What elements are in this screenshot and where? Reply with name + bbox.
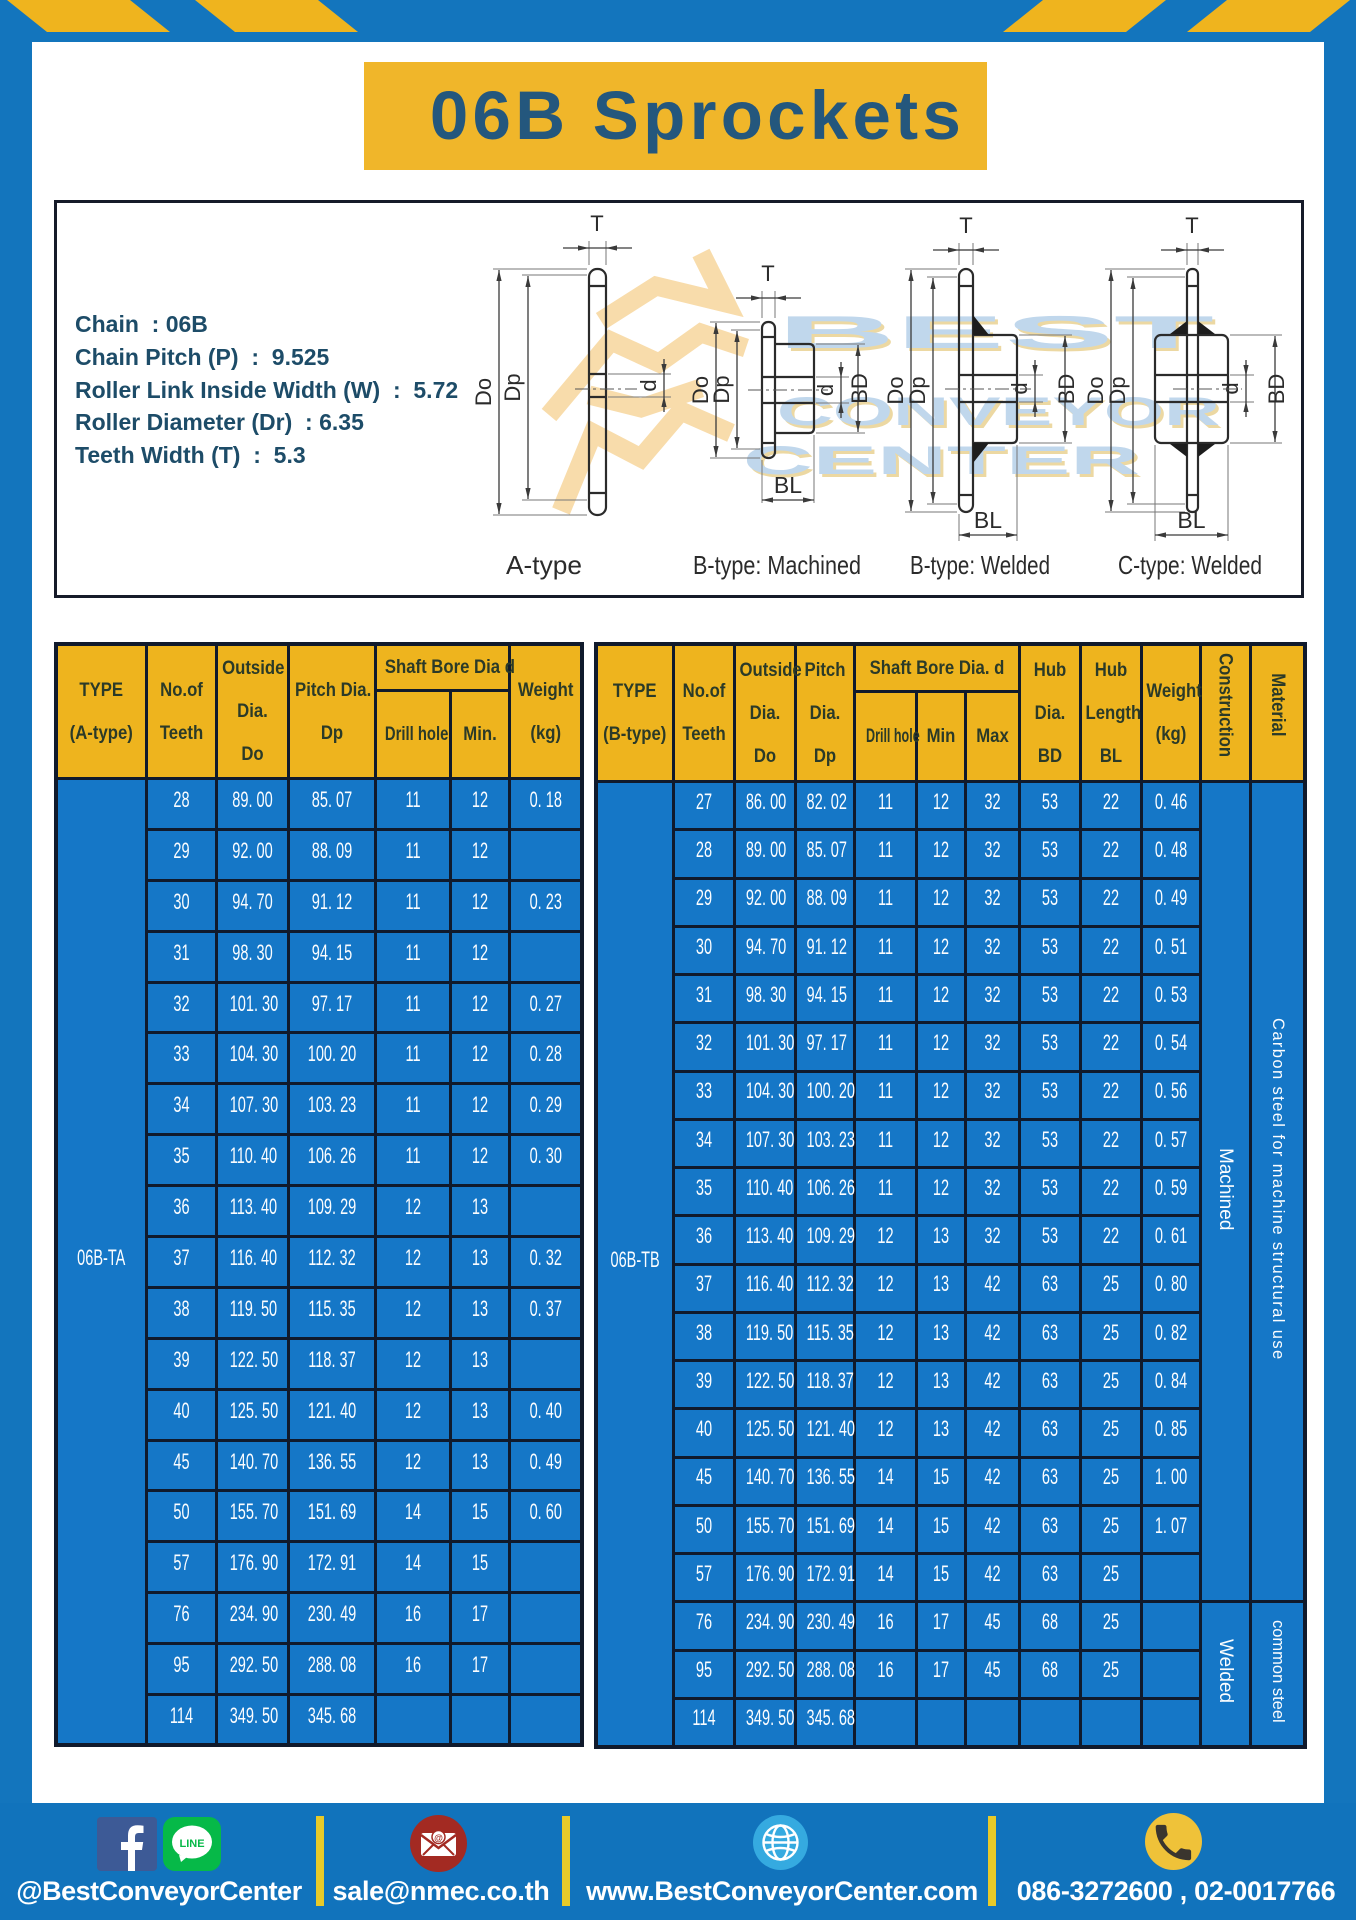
svg-text:d: d	[1007, 382, 1032, 394]
svg-text:A-type: A-type	[506, 550, 582, 580]
svg-text:B-type: Welded: B-type: Welded	[910, 550, 1050, 580]
svg-text:BL: BL	[974, 507, 1002, 533]
svg-text:Dp: Dp	[709, 375, 734, 403]
svg-text:CENTER: CENTER	[746, 442, 1143, 486]
svg-text:BD: BD	[847, 373, 872, 404]
svg-text:BL: BL	[1177, 507, 1205, 533]
svg-text:Do: Do	[1083, 376, 1108, 404]
svg-text:T: T	[959, 213, 972, 238]
svg-text:CENTER: CENTER	[743, 439, 1140, 483]
svg-text:Do: Do	[688, 376, 713, 404]
svg-text:BL: BL	[774, 472, 802, 498]
svg-text:T: T	[761, 261, 774, 286]
svg-text:@: @	[434, 1833, 443, 1843]
svg-text:CONVEYOR: CONVEYOR	[780, 393, 1223, 437]
svg-text:T: T	[1185, 213, 1198, 238]
svg-text:Dp: Dp	[500, 373, 525, 401]
svg-text:CONVEYOR: CONVEYOR	[777, 390, 1220, 434]
svg-text:BD: BD	[1054, 374, 1079, 405]
svg-text:LINE: LINE	[179, 1838, 204, 1850]
svg-text:B-type: Machined: B-type: Machined	[693, 550, 861, 580]
svg-text:BEST: BEST	[777, 306, 1214, 358]
svg-text:BD: BD	[1264, 374, 1289, 405]
svg-text:d: d	[636, 379, 661, 391]
svg-text:T: T	[590, 211, 603, 236]
svg-text:Dp: Dp	[1105, 376, 1130, 404]
svg-text:Do: Do	[883, 376, 908, 404]
svg-text:Dp: Dp	[905, 376, 930, 404]
svg-text:C-type: Welded: C-type: Welded	[1118, 550, 1262, 580]
svg-text:Do: Do	[471, 378, 496, 406]
